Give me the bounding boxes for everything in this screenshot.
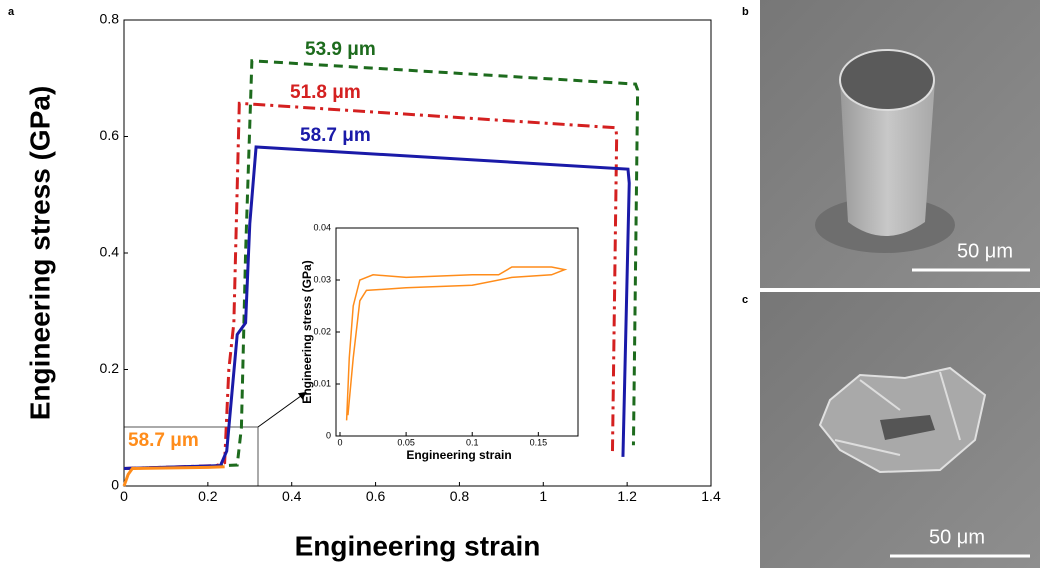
series-line [345, 266, 568, 421]
y-tick-label: 0 [326, 430, 331, 440]
x-tick-label: 1 [539, 488, 547, 504]
x-tick-label: 0.2 [198, 488, 218, 504]
divider [760, 288, 1040, 292]
cylinder-top [839, 49, 935, 111]
panel-label: c [742, 294, 748, 306]
x-axis-label: Engineering strain [406, 448, 511, 462]
y-axis-label: Engineering stress (GPa) [24, 86, 55, 421]
inset-background [336, 228, 578, 436]
debris-hole [880, 415, 935, 440]
x-tick-label: 1.2 [617, 488, 637, 504]
y-tick-label: 0.4 [100, 244, 120, 260]
x-tick-label: 0 [120, 488, 128, 504]
panel-label: b [742, 6, 749, 18]
zoom-arrow [257, 391, 307, 428]
scale-bar-label: 50 μm [929, 526, 985, 548]
x-tick-label: 0.05 [397, 438, 415, 448]
series-line [122, 465, 225, 487]
x-tick-label: 0.15 [530, 438, 548, 448]
y-tick-label: 0.01 [313, 378, 331, 388]
series-label: 51.8 μm [290, 82, 361, 103]
panel-label: a [8, 6, 15, 18]
scale-bar-label: 50 μm [957, 240, 1013, 262]
x-tick-label: 0.8 [450, 488, 470, 504]
x-axis-label: Engineering strain [295, 530, 541, 561]
series-line [123, 145, 631, 471]
x-tick-label: 0.4 [282, 488, 302, 504]
y-tick-label: 0.2 [100, 360, 120, 376]
y-tick-label: 0.02 [313, 326, 331, 336]
series-line [123, 101, 619, 471]
x-tick-label: 1.4 [701, 488, 721, 504]
y-tick-label: 0.04 [313, 222, 331, 232]
x-tick-label: 0 [337, 438, 342, 448]
series-label: 58.7 μm [128, 430, 199, 451]
y-axis-label: Engineering stress (GPa) [300, 260, 314, 403]
y-tick-label: 0.8 [100, 11, 120, 27]
x-tick-label: 0.6 [366, 488, 386, 504]
debris-folds [834, 371, 961, 456]
y-tick-label: 0 [111, 477, 119, 493]
series-label: 58.7 μm [300, 125, 371, 146]
series-label: 53.9 μm [305, 39, 376, 60]
y-tick-label: 0.03 [313, 274, 331, 284]
y-tick-label: 0.6 [100, 127, 120, 143]
cylinder [840, 80, 935, 236]
x-tick-label: 0.1 [466, 438, 479, 448]
